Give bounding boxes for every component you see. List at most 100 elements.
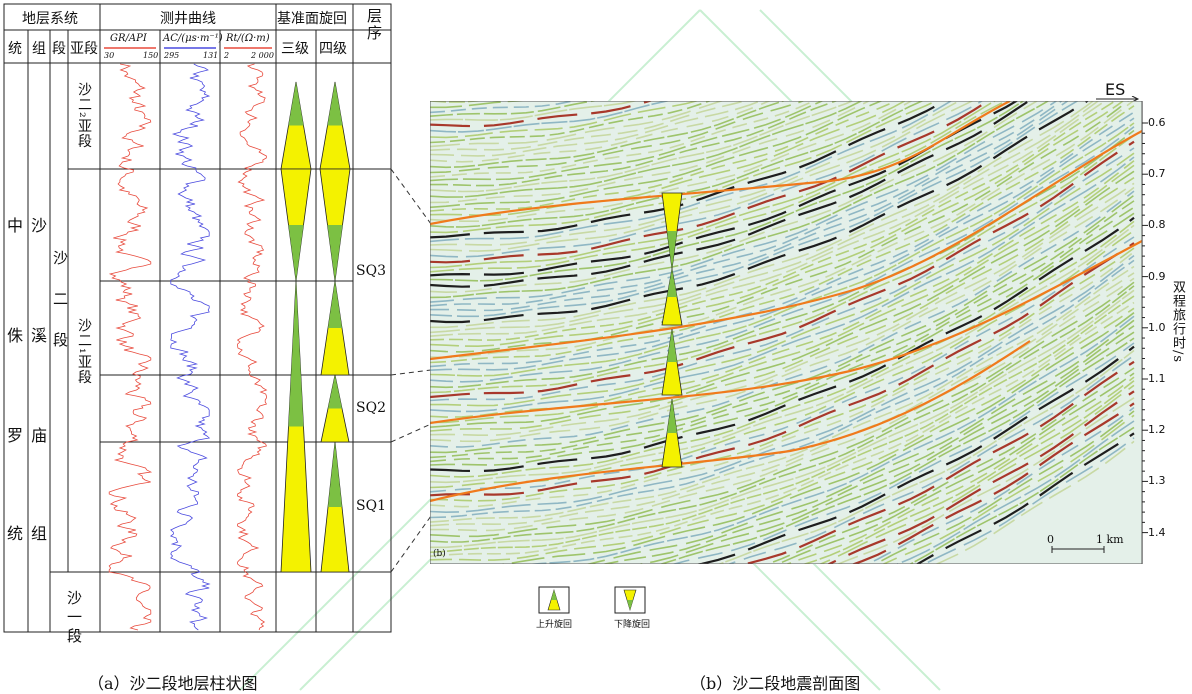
seismic-reflector xyxy=(430,101,1095,329)
header-base-cycle: 基准面旋回 xyxy=(277,11,347,27)
seismic-reflector xyxy=(430,156,1135,413)
seismic-reflector xyxy=(430,177,1135,432)
legend-symbols xyxy=(538,586,646,614)
seismic-reflector xyxy=(430,101,654,128)
seismic-reflector xyxy=(430,101,863,198)
scale-zero: 0 xyxy=(1047,533,1054,546)
seismic-reflector xyxy=(430,194,1135,454)
seismic-reflector xyxy=(430,101,898,212)
horizon-line-3 xyxy=(430,240,1142,425)
cycle-4th-fall-1-green xyxy=(327,225,343,281)
seismic-reflector xyxy=(915,432,1135,564)
horizon-line-1 xyxy=(430,101,1011,226)
seismic-reflector xyxy=(430,101,725,148)
seismic-reflector xyxy=(430,126,1135,383)
time-tick-label: 0.9 xyxy=(1148,269,1166,283)
sequence-sq2: SQ2 xyxy=(356,400,386,416)
legend-falling: 下降旋回 xyxy=(614,620,651,630)
seismic-reflector xyxy=(430,101,816,178)
seismic-reflector xyxy=(430,229,1135,489)
cycle-4th-rise-top-green xyxy=(327,82,343,126)
col-member: 段 xyxy=(52,41,66,57)
gr-log-curve xyxy=(108,63,153,631)
seis-cycle-fall-green xyxy=(667,231,677,269)
horizon-line-4 xyxy=(430,340,1031,503)
seismic-reflector xyxy=(430,101,639,121)
gr-min: 30 xyxy=(104,51,115,60)
seismic-reflector xyxy=(765,367,1135,564)
seismic-reflector xyxy=(430,251,1135,508)
ac-max: 131 xyxy=(203,51,219,60)
header-sequence: 层序 xyxy=(365,8,383,42)
seismic-reflector xyxy=(430,101,1125,348)
seismic-reflector xyxy=(636,331,1135,564)
formation-char-3: 庙 xyxy=(31,426,48,445)
series-char-3: 罗 xyxy=(7,426,24,445)
seismic-reflector xyxy=(430,182,1135,436)
header-log-curves: 测井曲线 xyxy=(160,11,216,27)
seismic-reflector xyxy=(430,101,1031,288)
series-char-4: 统 xyxy=(7,524,24,543)
time-tick-label: 0.8 xyxy=(1148,218,1166,232)
seismic-reflector xyxy=(430,122,1135,377)
seismic-reflector xyxy=(430,200,1135,459)
cycle-3rd-rise-top-green xyxy=(288,82,304,126)
time-tick-label: 0.6 xyxy=(1148,116,1166,129)
col-formation: 组 xyxy=(32,41,46,57)
rt-header: Rt/(Ω·m) xyxy=(226,33,270,44)
seismic-reflector xyxy=(430,101,1025,282)
seismic-reflector xyxy=(430,101,671,133)
seismic-reflector xyxy=(802,380,1135,564)
legend-rising: 上升旋回 xyxy=(536,620,573,630)
seismic-reflector xyxy=(430,101,1058,303)
ac-log-curve xyxy=(169,63,211,631)
seismic-reflector xyxy=(430,289,1135,549)
seismic-reflector xyxy=(430,220,1135,478)
seismic-reflector xyxy=(430,147,1135,402)
seismic-reflector xyxy=(695,345,1135,564)
seismic-reflector xyxy=(430,101,700,139)
seismic-reflector xyxy=(430,101,1019,277)
seismic-reflector xyxy=(430,101,855,193)
formation-char-1: 沙 xyxy=(31,216,48,235)
sequence-sq3: SQ3 xyxy=(356,263,386,279)
seismic-reflector xyxy=(430,301,1135,557)
formation-char-2: 溪 xyxy=(31,326,48,345)
seismic-reflector xyxy=(430,101,924,228)
seismic-reflector xyxy=(851,402,1135,564)
seismic-reflector xyxy=(430,186,1135,443)
seismic-reflector xyxy=(430,101,984,258)
rt-max: 2 000 xyxy=(251,51,274,60)
seismic-reflector xyxy=(430,101,1130,353)
seismic-reflector xyxy=(836,397,1135,564)
seismic-reflector xyxy=(430,164,1135,424)
log-and-cycle-graphics xyxy=(108,63,351,631)
seismic-reflector xyxy=(658,337,1135,564)
seismic-reflector xyxy=(430,101,953,243)
submember-lower-label: 沙二₁亚段 xyxy=(76,318,92,385)
seismic-reflector xyxy=(785,376,1135,564)
seismic-reflector xyxy=(430,242,1135,497)
seismic-reflector xyxy=(525,315,1135,564)
rt-min: 2 xyxy=(224,51,230,60)
seismic-reflector xyxy=(430,101,962,246)
seismic-reflector xyxy=(430,101,748,151)
series-char-2: 侏 xyxy=(7,326,24,345)
seismic-reflector xyxy=(671,342,1135,564)
seismic-reflector xyxy=(430,265,1135,523)
seismic-reflector xyxy=(430,101,907,216)
ac-min: 295 xyxy=(164,51,180,60)
seismic-reflector xyxy=(873,410,1135,564)
formation-char-4: 组 xyxy=(31,524,48,543)
seismic-reflector xyxy=(430,236,1135,493)
col-third-order: 三级 xyxy=(281,41,309,57)
seismic-reflector xyxy=(430,101,1107,337)
seismic-reflector xyxy=(717,349,1135,564)
seismic-reflector xyxy=(430,295,1135,554)
seismic-reflector xyxy=(601,325,1135,564)
seismic-reflector xyxy=(430,212,1135,466)
time-tick-label: 1.4 xyxy=(1148,525,1166,539)
caption-a: （a）沙二段地层柱状图 xyxy=(88,674,258,693)
seismic-reflector xyxy=(430,224,1135,484)
gr-header: GR/API xyxy=(110,33,147,44)
